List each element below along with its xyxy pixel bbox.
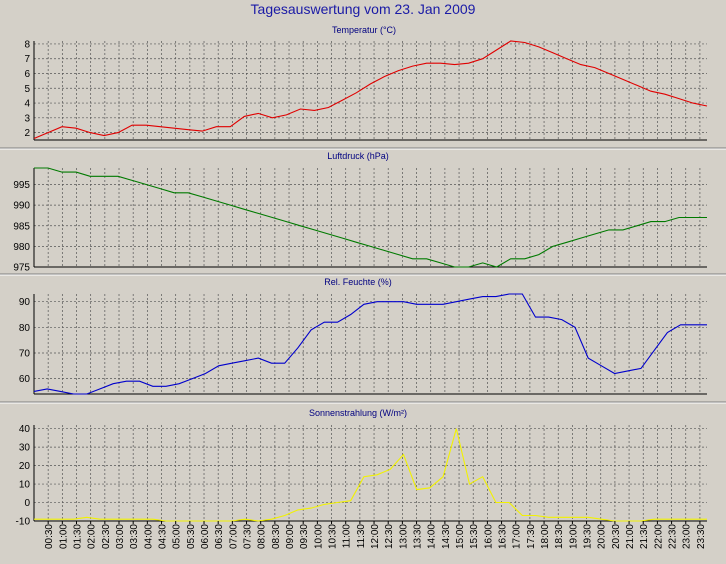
x-tick-label: 05:00: [172, 524, 183, 549]
x-tick-label: 05:30: [186, 524, 197, 549]
plot-area: [34, 294, 707, 394]
x-tick-label: 14:30: [441, 524, 452, 549]
x-tick-label: 21:30: [639, 524, 650, 549]
y-tick-label: 4: [24, 99, 30, 110]
x-tick-label: 06:00: [200, 524, 211, 549]
y-tick-label: 10: [19, 480, 31, 491]
x-tick-label: 13:00: [398, 524, 409, 549]
x-tick-label: 09:30: [299, 524, 310, 549]
y-tick-label: 90: [19, 297, 31, 308]
y-tick-label: 995: [13, 180, 30, 191]
series-line: [33, 293, 707, 395]
chart-title: Temperatur (°C): [332, 25, 396, 35]
x-tick-label: 11:00: [342, 524, 353, 549]
x-tick-label: 04:30: [158, 524, 169, 549]
x-tick-label: 08:30: [271, 524, 282, 549]
y-tick-label: 5: [24, 84, 30, 95]
plot-area: [34, 41, 707, 140]
x-tick-label: 20:00: [597, 524, 608, 549]
x-tick-label: 11:30: [356, 524, 367, 549]
x-tick-label: 23:00: [682, 524, 693, 549]
y-tick-label: 30: [19, 443, 31, 454]
chart-title: Sonnenstrahlung (W/m²): [309, 408, 407, 418]
x-tick-label: 20:30: [611, 524, 622, 549]
x-tick-label: 06:30: [214, 524, 225, 549]
y-tick-label: 80: [19, 323, 31, 334]
y-tick-label: -10: [16, 517, 31, 528]
x-tick-label: 18:30: [554, 524, 565, 549]
x-tick-label: 02:30: [101, 524, 112, 549]
x-tick-label: 21:00: [625, 524, 636, 549]
x-tick-label: 12:00: [370, 524, 381, 549]
y-tick-label: 2: [24, 128, 30, 139]
x-tick-label: 07:00: [228, 524, 239, 549]
page-title: Tagesauswertung vom 23. Jan 2009: [250, 1, 476, 17]
y-tick-label: 975: [13, 263, 30, 274]
x-tick-label: 19:00: [568, 524, 579, 549]
series-line: [34, 428, 707, 522]
x-tick-label: 16:30: [498, 524, 509, 549]
y-tick-label: 980: [13, 242, 30, 253]
x-tick-label: 22:00: [653, 524, 664, 549]
y-tick-label: 70: [19, 348, 31, 359]
x-tick-label: 19:30: [583, 524, 594, 549]
y-tick-label: 60: [19, 374, 31, 385]
y-tick-label: 8: [24, 39, 30, 50]
x-tick-label: 12:30: [384, 524, 395, 549]
x-tick-label: 18:00: [540, 524, 551, 549]
x-tick-label: 08:00: [257, 524, 268, 549]
x-tick-label: 23:30: [696, 524, 707, 549]
y-tick-label: 3: [24, 113, 30, 124]
x-tick-label: 17:30: [526, 524, 537, 549]
series-line: [34, 167, 707, 268]
x-tick-label: 01:00: [58, 524, 69, 549]
x-tick-label: 02:00: [87, 524, 98, 549]
y-tick-label: 0: [24, 498, 30, 509]
x-tick-label: 13:30: [413, 524, 424, 549]
x-tick-label: 10:00: [313, 524, 324, 549]
x-tick-label: 01:30: [73, 524, 84, 549]
x-tick-label: 10:30: [328, 524, 339, 549]
chart-title: Luftdruck (hPa): [327, 151, 389, 161]
y-tick-label: 985: [13, 221, 30, 232]
x-tick-label: 04:00: [143, 524, 154, 549]
x-tick-label: 15:00: [455, 524, 466, 549]
x-tick-label: 03:00: [115, 524, 126, 549]
y-tick-label: 6: [24, 69, 30, 80]
x-tick-label: 03:30: [129, 524, 140, 549]
x-tick-label: 00:30: [44, 524, 55, 549]
x-tick-label: 14:00: [427, 524, 438, 549]
y-tick-label: 990: [13, 201, 30, 212]
x-tick-label: 09:00: [285, 524, 296, 549]
x-tick-label: 15:30: [469, 524, 480, 549]
chart-title: Rel. Feuchte (%): [324, 277, 392, 287]
y-tick-label: 40: [19, 424, 31, 435]
x-tick-label: 16:00: [483, 524, 494, 549]
y-tick-label: 7: [24, 54, 30, 65]
x-tick-label: 17:00: [512, 524, 523, 549]
y-tick-label: 20: [19, 461, 31, 472]
x-tick-label: 22:30: [668, 524, 679, 549]
x-tick-label: 07:30: [243, 524, 254, 549]
plot-area: [34, 168, 707, 267]
series-line: [33, 40, 708, 140]
plot-area: [34, 425, 707, 521]
